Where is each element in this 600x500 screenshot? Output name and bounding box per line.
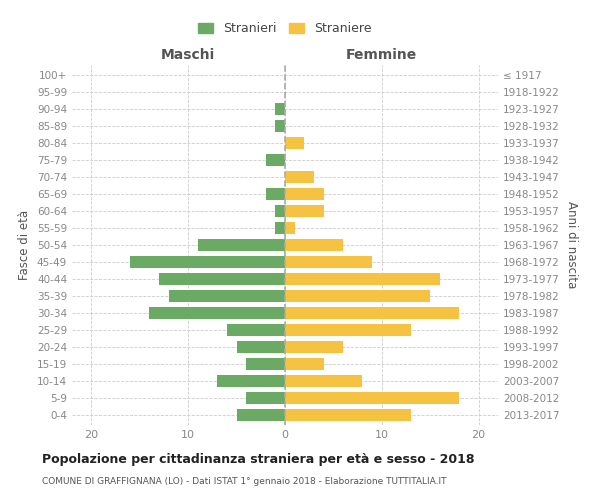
Bar: [285, 341, 343, 353]
Bar: [285, 239, 343, 251]
Y-axis label: Anni di nascita: Anni di nascita: [565, 202, 578, 288]
Bar: [275, 120, 285, 132]
Bar: [285, 205, 324, 217]
Text: Popolazione per cittadinanza straniera per età e sesso - 2018: Popolazione per cittadinanza straniera p…: [42, 452, 475, 466]
Bar: [285, 137, 304, 149]
Bar: [285, 374, 362, 387]
Text: Femmine: Femmine: [346, 48, 418, 62]
Bar: [275, 205, 285, 217]
Text: COMUNE DI GRAFFIGNANA (LO) - Dati ISTAT 1° gennaio 2018 - Elaborazione TUTTITALI: COMUNE DI GRAFFIGNANA (LO) - Dati ISTAT …: [42, 478, 446, 486]
Bar: [236, 408, 285, 421]
Bar: [285, 408, 411, 421]
Bar: [285, 188, 324, 200]
Text: Maschi: Maschi: [161, 48, 215, 62]
Legend: Stranieri, Straniere: Stranieri, Straniere: [193, 18, 377, 40]
Bar: [285, 222, 295, 234]
Bar: [246, 392, 285, 404]
Bar: [217, 374, 285, 387]
Bar: [285, 358, 324, 370]
Bar: [275, 103, 285, 116]
Bar: [159, 273, 285, 285]
Bar: [227, 324, 285, 336]
Bar: [285, 307, 459, 319]
Bar: [266, 188, 285, 200]
Bar: [285, 171, 314, 183]
Bar: [285, 324, 411, 336]
Bar: [246, 358, 285, 370]
Bar: [149, 307, 285, 319]
Bar: [198, 239, 285, 251]
Bar: [285, 392, 459, 404]
Bar: [169, 290, 285, 302]
Y-axis label: Fasce di età: Fasce di età: [19, 210, 31, 280]
Bar: [266, 154, 285, 166]
Bar: [236, 341, 285, 353]
Bar: [130, 256, 285, 268]
Bar: [275, 222, 285, 234]
Bar: [285, 273, 440, 285]
Bar: [285, 256, 372, 268]
Bar: [285, 290, 430, 302]
